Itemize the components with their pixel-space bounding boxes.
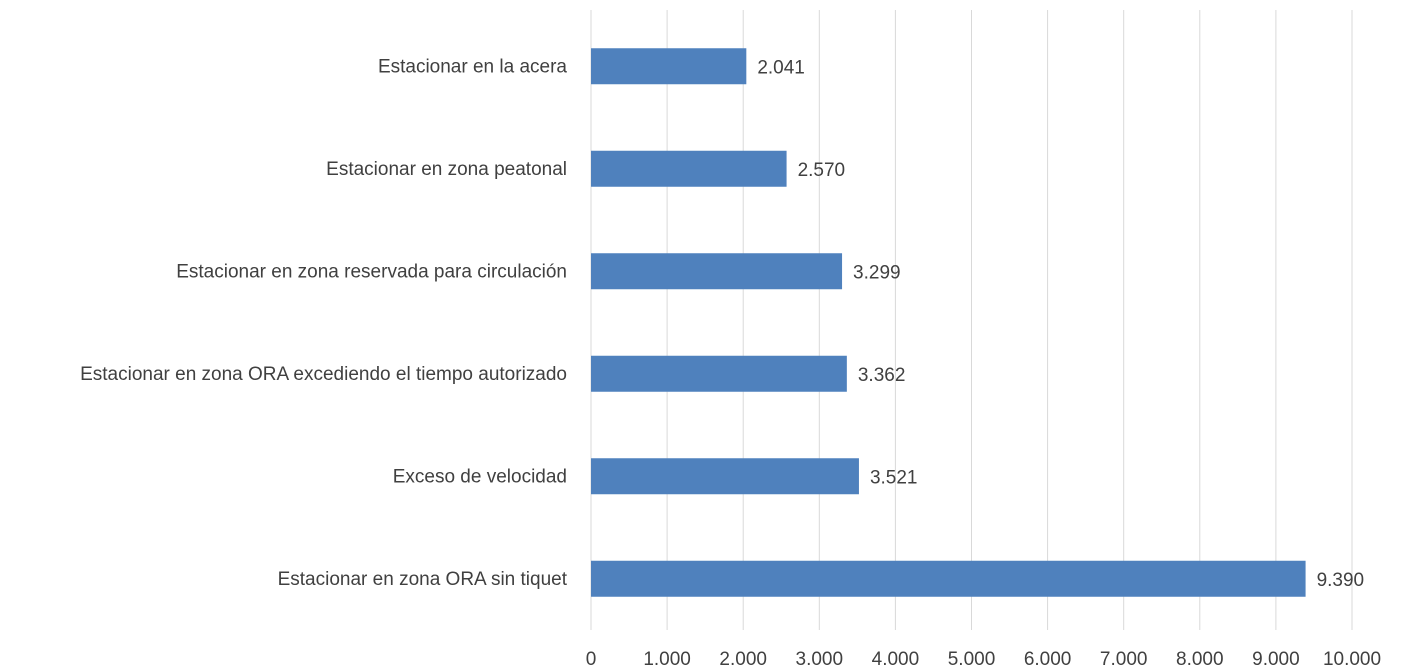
y-tick-label: Estacionar en la acera [378, 56, 567, 77]
x-tick-label: 10.000 [1323, 649, 1381, 670]
data-label: 2.041 [757, 57, 805, 78]
bar [591, 560, 1306, 597]
bar [591, 458, 859, 495]
x-tick-label: 9.000 [1252, 649, 1300, 670]
y-tick-label: Estacionar en zona ORA sin tiquet [278, 569, 568, 590]
x-tick-label: 7.000 [1100, 649, 1148, 670]
x-tick-label: 5.000 [948, 649, 996, 670]
x-tick-label: 6.000 [1024, 649, 1072, 670]
data-label: 9.390 [1317, 570, 1365, 591]
data-label: 2.570 [798, 160, 846, 181]
bar [591, 48, 747, 85]
data-label: 3.362 [858, 365, 906, 386]
y-tick-label: Estacionar en zona ORA excediendo el tie… [80, 364, 567, 385]
x-tick-label: 0 [586, 649, 597, 670]
bar [591, 150, 787, 187]
data-label: 3.299 [853, 262, 901, 283]
data-label: 3.521 [870, 467, 918, 488]
y-tick-label: Estacionar en zona reservada para circul… [176, 261, 567, 282]
x-tick-label: 2.000 [719, 649, 767, 670]
x-tick-label: 1.000 [643, 649, 691, 670]
x-tick-label: 3.000 [796, 649, 844, 670]
bar [591, 355, 847, 392]
y-tick-label: Exceso de velocidad [393, 466, 567, 487]
bar [591, 253, 843, 290]
x-tick-label: 4.000 [872, 649, 920, 670]
y-tick-label: Estacionar en zona peatonal [326, 159, 567, 180]
x-tick-label: 8.000 [1176, 649, 1224, 670]
